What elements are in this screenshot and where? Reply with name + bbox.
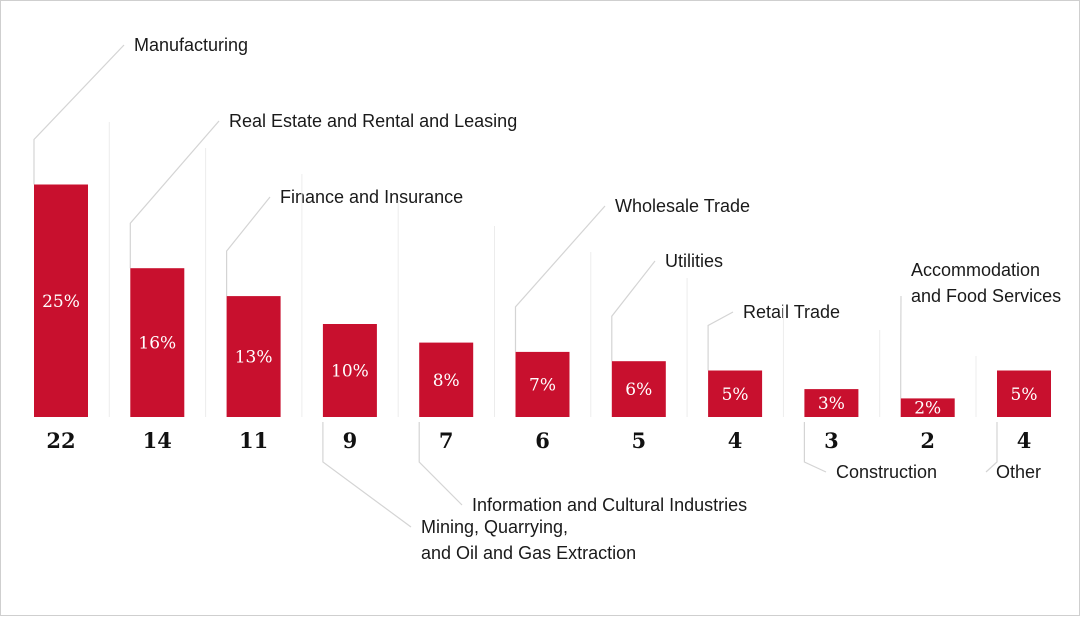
- category-label: Other: [996, 462, 1041, 482]
- percent-label: 2%: [914, 399, 941, 419]
- category-label: Finance and Insurance: [280, 187, 463, 207]
- percent-label: 3%: [818, 394, 845, 414]
- category-label: Information and Cultural Industries: [472, 495, 747, 515]
- percent-label: 7%: [529, 375, 556, 395]
- leader-line: [708, 312, 733, 371]
- percent-label: 25%: [42, 292, 80, 312]
- leader-line: [804, 422, 826, 472]
- count-label: 22: [46, 428, 75, 453]
- leader-line: [516, 206, 606, 352]
- count-label: 11: [239, 428, 268, 453]
- percent-label: 6%: [625, 380, 652, 400]
- category-label: Retail Trade: [743, 302, 840, 322]
- category-label: Mining, Quarrying,: [421, 517, 568, 537]
- count-label: 4: [1017, 428, 1032, 453]
- leader-line: [227, 197, 270, 296]
- percent-label: 13%: [235, 348, 273, 368]
- category-label: Accommodation: [911, 260, 1040, 280]
- count-label: 3: [824, 428, 839, 453]
- category-label: Wholesale Trade: [615, 196, 750, 216]
- percent-label: 16%: [138, 334, 176, 354]
- count-label: 6: [535, 428, 550, 453]
- count-label: 5: [631, 428, 646, 453]
- leader-line: [612, 261, 655, 361]
- category-label: Real Estate and Rental and Leasing: [229, 111, 517, 131]
- count-label: 7: [439, 428, 454, 453]
- count-label: 14: [143, 428, 172, 453]
- percent-label: 5%: [722, 385, 749, 405]
- count-label: 9: [343, 428, 358, 453]
- count-label: 2: [920, 428, 935, 453]
- percent-label: 5%: [1011, 385, 1038, 405]
- category-label: and Oil and Gas Extraction: [421, 543, 636, 563]
- category-label: and Food Services: [911, 286, 1061, 306]
- percent-label: 8%: [433, 371, 460, 391]
- count-label: 4: [728, 428, 743, 453]
- category-label: Manufacturing: [134, 35, 248, 55]
- category-label: Construction: [836, 462, 937, 482]
- leader-line: [34, 45, 124, 185]
- percent-label: 10%: [331, 362, 369, 382]
- leader-line: [323, 422, 411, 527]
- category-label: Utilities: [665, 251, 723, 271]
